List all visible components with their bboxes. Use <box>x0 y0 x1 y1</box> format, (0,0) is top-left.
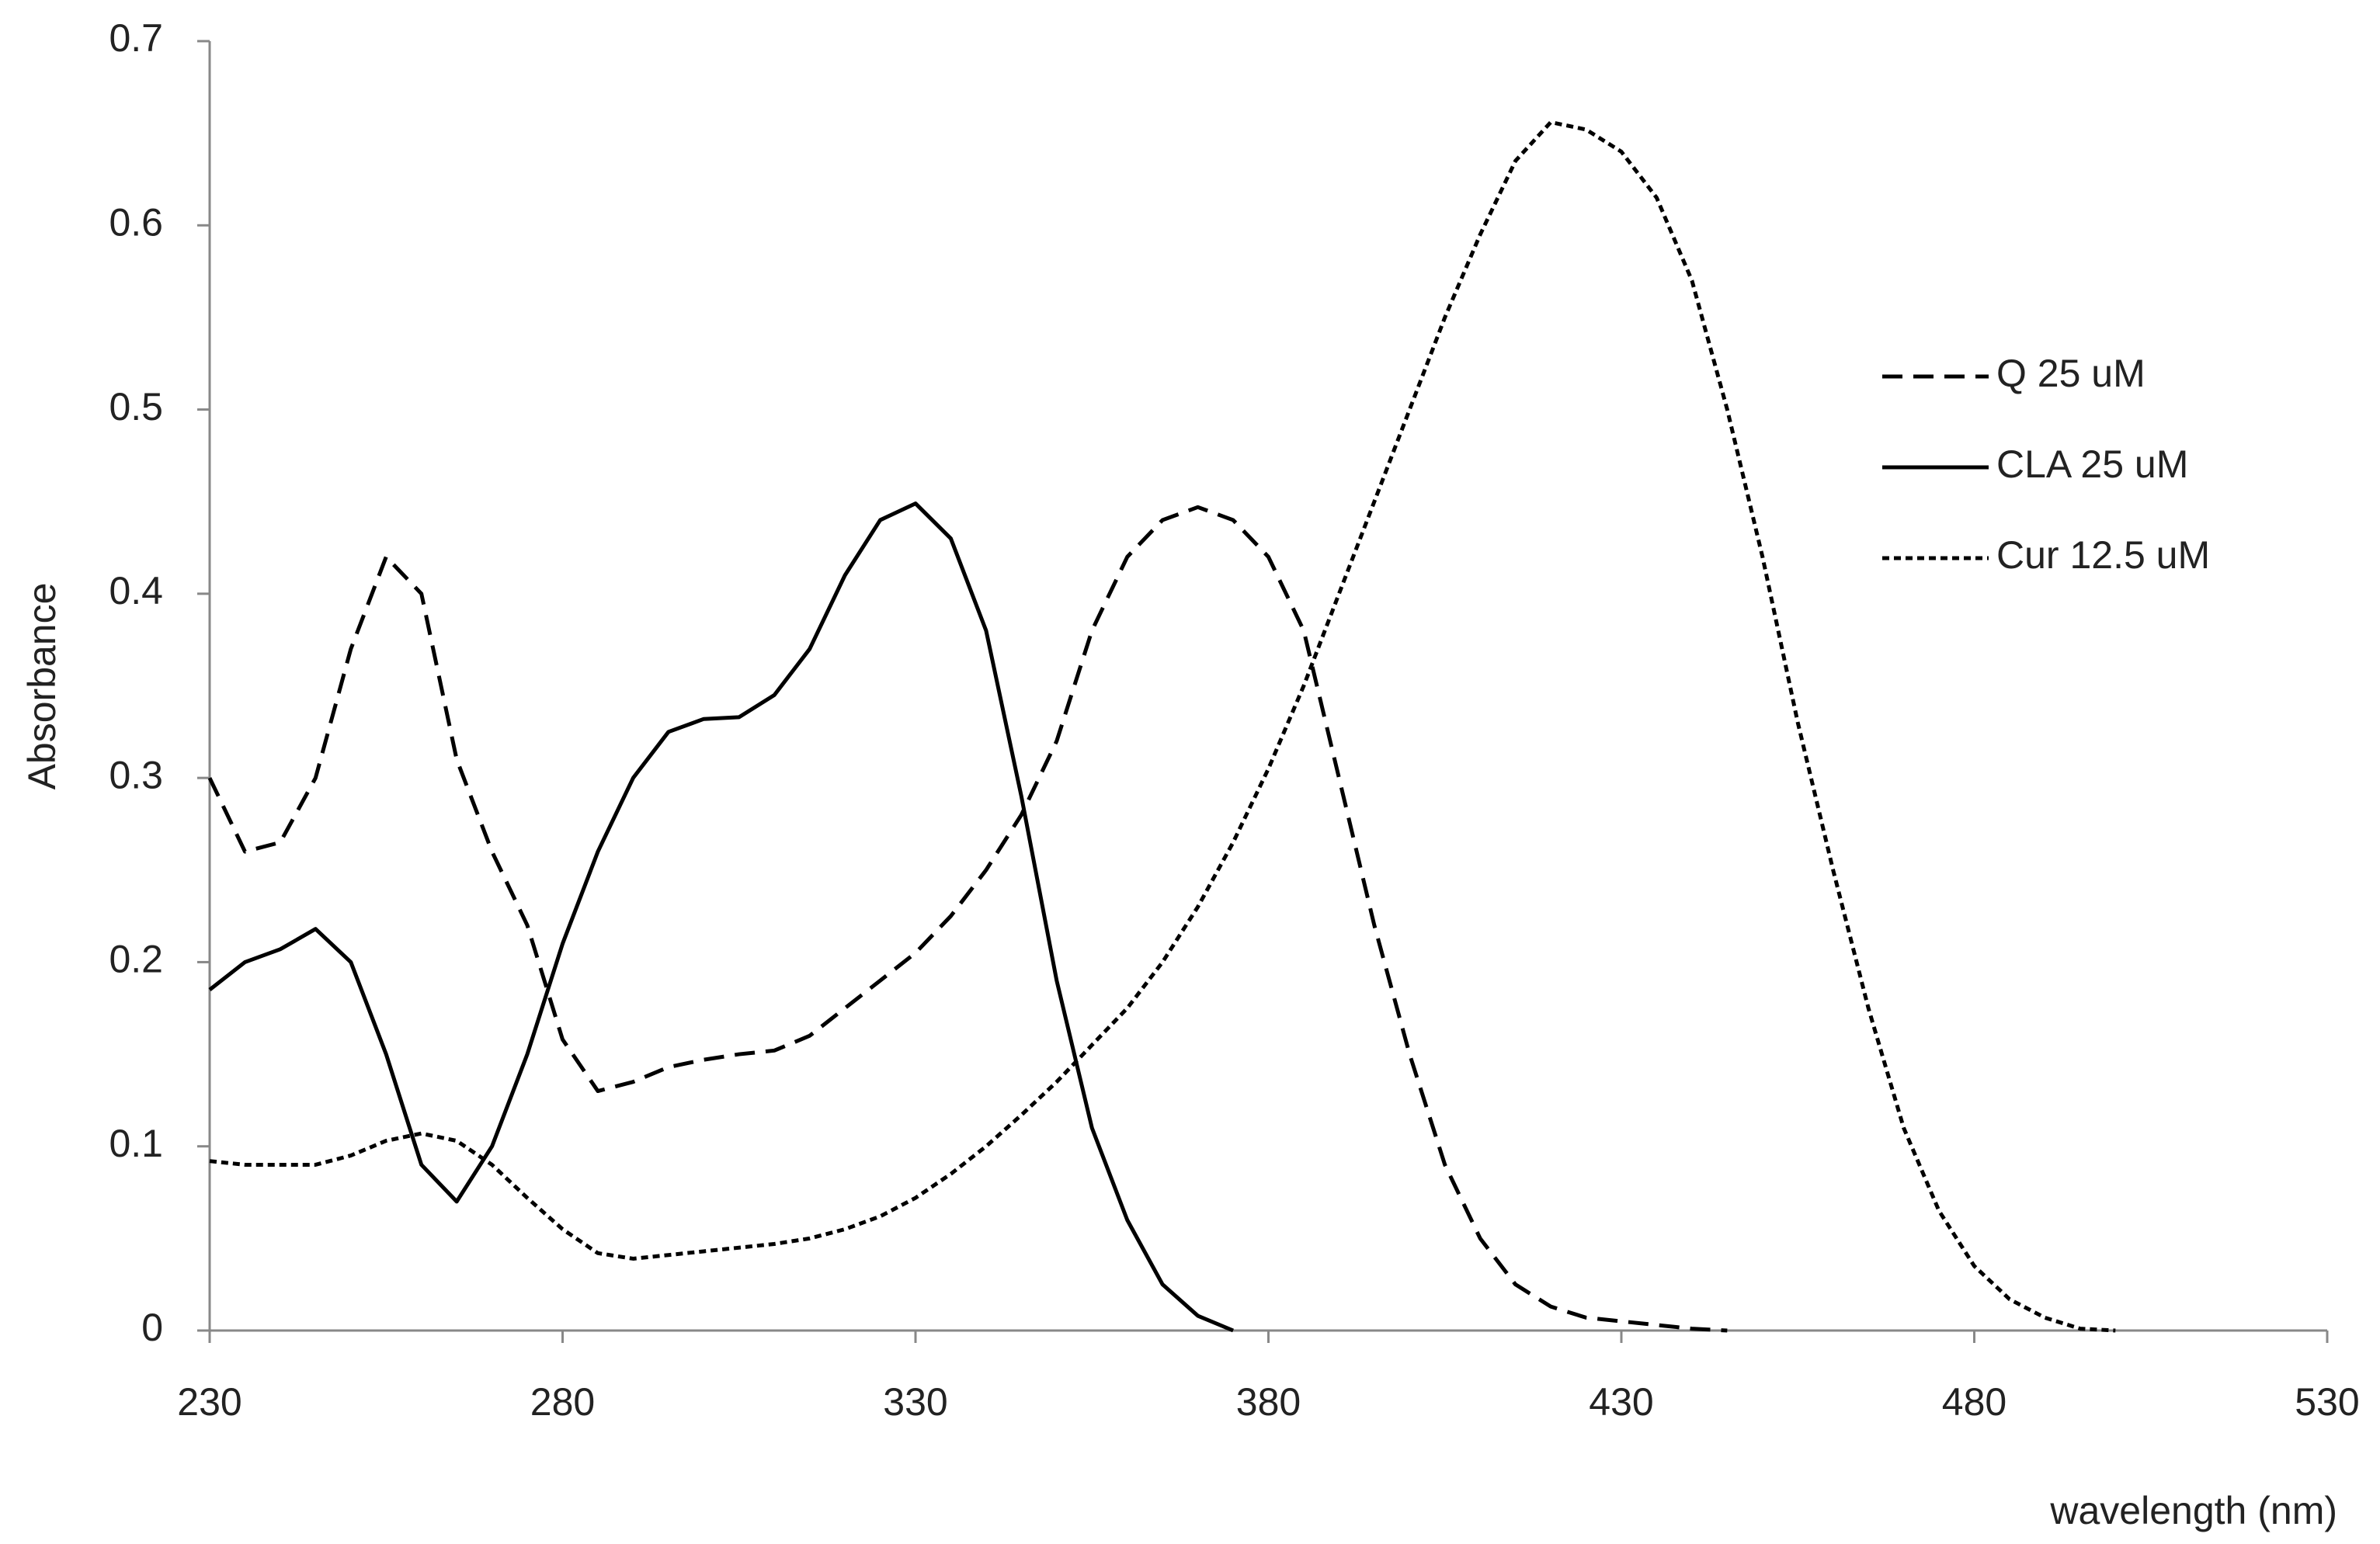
x-axis-label: wavelength (nm) <box>2049 1489 2337 1532</box>
y-tick-label: 0.6 <box>109 200 163 244</box>
series-line <box>209 120 2116 1333</box>
x-tick-label: 280 <box>530 1380 595 1424</box>
legend-label: Cur 12.5 uM <box>1996 533 2210 577</box>
series-line <box>208 501 1235 1333</box>
x-tick-label: 380 <box>1236 1380 1301 1424</box>
y-tick-label: 0.5 <box>109 385 163 429</box>
x-tick-label: 230 <box>177 1380 241 1424</box>
y-tick-label: 0.7 <box>109 16 163 60</box>
legend-label: Q 25 uM <box>1996 352 2145 395</box>
x-tick-label: 430 <box>1589 1380 1653 1424</box>
series-line <box>207 505 1728 1333</box>
y-tick-label: 0.3 <box>109 753 163 796</box>
legend-label: CLA 25 uM <box>1996 442 2188 486</box>
x-tick-label: 480 <box>1942 1380 2006 1424</box>
y-tick-label: 0.2 <box>109 938 163 981</box>
y-tick-label: 0.1 <box>109 1122 163 1165</box>
y-tick-label: 0.4 <box>109 569 163 612</box>
y-axis-label: Absorbance <box>20 583 64 790</box>
x-tick-label: 330 <box>883 1380 947 1424</box>
y-tick-label: 0 <box>141 1306 163 1349</box>
x-tick-label: 530 <box>2295 1380 2359 1424</box>
